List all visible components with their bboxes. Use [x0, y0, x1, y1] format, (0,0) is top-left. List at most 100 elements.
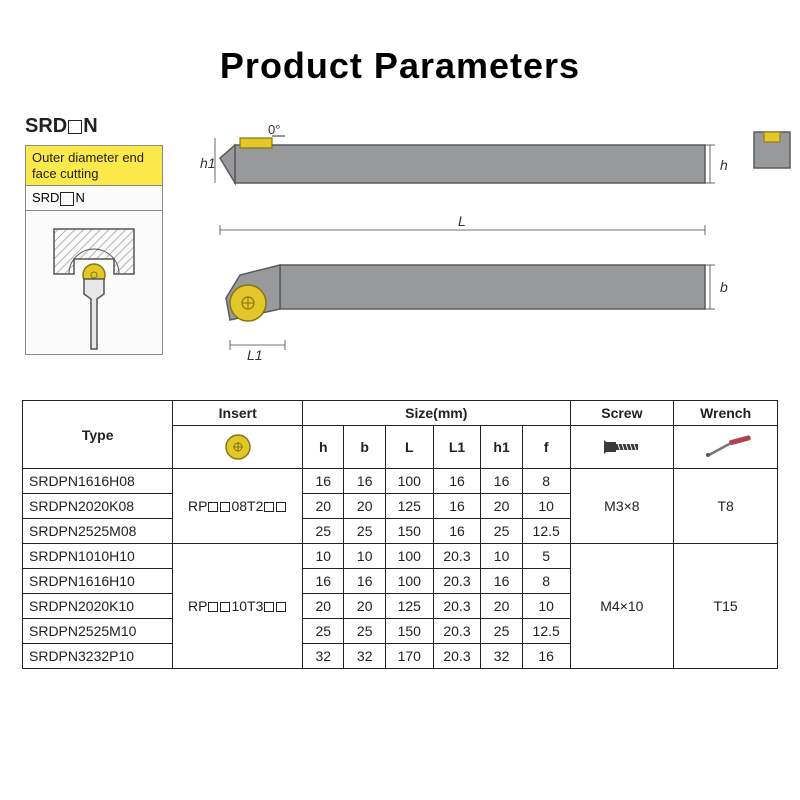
dim-L-group: L [220, 213, 705, 235]
table-row: SRDPN1010H10RP10T3101010020.3105M4×10T15 [23, 544, 778, 569]
cell-h: 10 [303, 544, 344, 569]
cell-f: 10 [522, 594, 570, 619]
cell-h: 32 [303, 644, 344, 669]
dim-b: b [720, 279, 728, 295]
cell-f: 8 [522, 469, 570, 494]
dim-L1: L1 [247, 347, 263, 363]
cell-f: 5 [522, 544, 570, 569]
cell-L: 125 [385, 494, 433, 519]
top-view: L1 b [226, 265, 728, 363]
cell-type: SRDPN2020K10 [23, 594, 173, 619]
th-wrench-icon [674, 426, 778, 469]
cell-L: 100 [385, 569, 433, 594]
series-label: SRD N [25, 115, 98, 138]
cell-h: 25 [303, 519, 344, 544]
th-screw: Screw [570, 401, 674, 426]
end-view-icon [752, 130, 792, 170]
cell-L1: 20.3 [433, 544, 481, 569]
side-view: 0° h1 h [200, 122, 728, 183]
insert-icon [223, 432, 253, 462]
dim-h1: h1 [200, 155, 216, 171]
th-h: h [303, 426, 344, 469]
cell-h1: 20 [481, 494, 522, 519]
cell-type: SRDPN1616H08 [23, 469, 173, 494]
cell-h: 25 [303, 619, 344, 644]
cell-L: 125 [385, 594, 433, 619]
cell-b: 10 [344, 544, 385, 569]
th-screw-icon [570, 426, 674, 469]
cell-wrench: T15 [674, 544, 778, 669]
cell-L1: 20.3 [433, 619, 481, 644]
th-insert: Insert [173, 401, 303, 426]
cell-b: 20 [344, 494, 385, 519]
cell-type: SRDPN2020K08 [23, 494, 173, 519]
th-L: L [385, 426, 433, 469]
series-pre: SRD [25, 115, 67, 137]
placeholder-box-icon [68, 120, 82, 134]
cell-b: 20 [344, 594, 385, 619]
cell-h1: 16 [481, 569, 522, 594]
dim-h: h [720, 157, 728, 173]
cell-L1: 16 [433, 519, 481, 544]
placeholder-box-icon [60, 192, 74, 206]
cell-L: 150 [385, 519, 433, 544]
table-header-row-1: Type Insert Size(mm) Screw Wrench [23, 401, 778, 426]
cell-b: 16 [344, 469, 385, 494]
th-type: Type [23, 401, 173, 469]
cell-f: 8 [522, 569, 570, 594]
cell-h: 20 [303, 494, 344, 519]
cell-L1: 20.3 [433, 594, 481, 619]
th-f: f [522, 426, 570, 469]
cutting-header: Outer diameter end face cutting [26, 146, 162, 186]
cutting-diagram-icon [34, 219, 154, 357]
cell-h1: 10 [481, 544, 522, 569]
tool-diagram: 0° h1 h L L1 b [200, 120, 760, 370]
cell-wrench: T8 [674, 469, 778, 544]
cell-screw: M3×8 [570, 469, 674, 544]
cell-h: 16 [303, 469, 344, 494]
cell-h1: 25 [481, 619, 522, 644]
cutting-label: SRDN [26, 186, 162, 211]
cell-h: 20 [303, 594, 344, 619]
cell-insert: RP10T3 [173, 544, 303, 669]
cell-h1: 16 [481, 469, 522, 494]
cell-f: 12.5 [522, 519, 570, 544]
th-insert-icon [173, 426, 303, 469]
cell-L: 150 [385, 619, 433, 644]
cell-type: SRDPN1010H10 [23, 544, 173, 569]
page-title: Product Parameters [0, 0, 800, 87]
cell-f: 12.5 [522, 619, 570, 644]
th-L1: L1 [433, 426, 481, 469]
cell-L1: 16 [433, 494, 481, 519]
wrench-icon [701, 435, 751, 459]
cell-L: 100 [385, 544, 433, 569]
cell-insert: RP08T2 [173, 469, 303, 544]
cell-h1: 32 [481, 644, 522, 669]
cell-L: 170 [385, 644, 433, 669]
spec-table: Type Insert Size(mm) Screw Wrench h b L … [22, 400, 778, 669]
th-wrench: Wrench [674, 401, 778, 426]
cell-type: SRDPN2525M08 [23, 519, 173, 544]
cell-type: SRDPN3232P10 [23, 644, 173, 669]
cell-screw: M4×10 [570, 544, 674, 669]
series-post: N [83, 115, 97, 137]
cutting-info-box: Outer diameter end face cutting SRDN [25, 145, 163, 355]
svg-text:0°: 0° [268, 122, 280, 137]
cell-type: SRDPN2525M10 [23, 619, 173, 644]
cell-h1: 20 [481, 594, 522, 619]
cell-f: 16 [522, 644, 570, 669]
cell-b: 25 [344, 619, 385, 644]
cell-b: 16 [344, 569, 385, 594]
th-size: Size(mm) [303, 401, 571, 426]
cell-L: 100 [385, 469, 433, 494]
cell-b: 32 [344, 644, 385, 669]
cell-h: 16 [303, 569, 344, 594]
cell-b: 25 [344, 519, 385, 544]
table-row: SRDPN1616H08RP08T2161610016168M3×8T8 [23, 469, 778, 494]
screw-icon [600, 436, 644, 458]
cell-L1: 20.3 [433, 644, 481, 669]
cell-h1: 25 [481, 519, 522, 544]
th-b: b [344, 426, 385, 469]
cell-f: 10 [522, 494, 570, 519]
dim-L: L [458, 213, 466, 229]
